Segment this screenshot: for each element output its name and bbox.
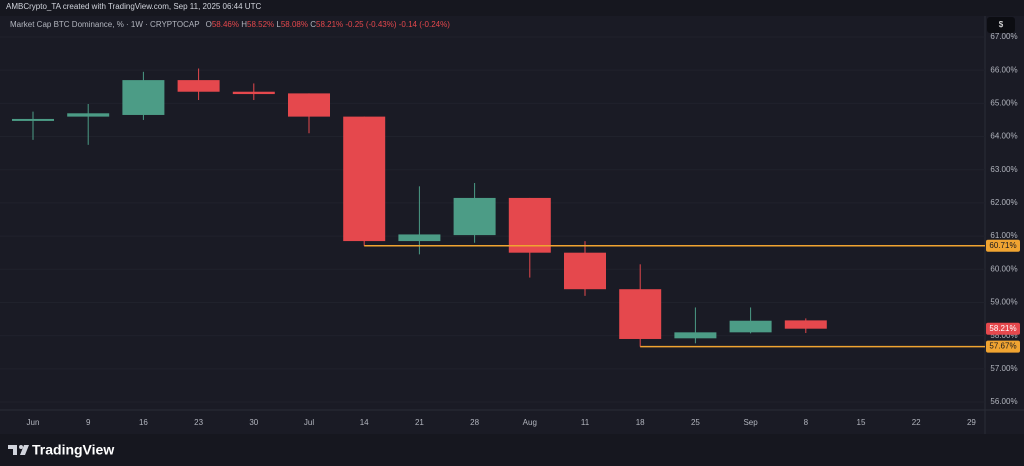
y-tick-label: 62.00%	[990, 198, 1017, 207]
candle-body	[12, 118, 54, 121]
candle-body	[177, 80, 220, 92]
legend-value: 58.08%	[281, 20, 308, 29]
x-tick-label: Jul	[304, 418, 314, 427]
x-tick-label: 21	[415, 418, 424, 427]
candle-body	[619, 289, 662, 339]
legend-label: O	[206, 20, 212, 29]
candle-body	[67, 113, 110, 117]
legend-label: H	[241, 20, 247, 29]
y-tick-label: 61.00%	[990, 231, 1017, 240]
candle-body	[508, 197, 551, 253]
price-badge	[986, 322, 1020, 335]
legend-value: 58.46%	[212, 20, 239, 29]
x-tick-label: 14	[360, 418, 369, 427]
brand-logo	[8, 445, 29, 455]
x-tick-label: 30	[249, 418, 258, 427]
candle-body	[564, 252, 606, 290]
x-tick-label: Sep	[743, 418, 758, 427]
legend-label: L	[276, 20, 281, 29]
price-badge-label: 60.71%	[989, 241, 1016, 250]
x-tick-label: 9	[86, 418, 91, 427]
y-tick-label: 60.00%	[990, 264, 1017, 273]
candle-body	[674, 332, 717, 339]
candle-body	[122, 80, 165, 115]
x-tick-label: 16	[139, 418, 148, 427]
change: -0.25 (-0.43%)	[345, 20, 396, 29]
price-badge	[986, 340, 1020, 353]
x-tick-label: Jun	[27, 418, 40, 427]
x-tick-label: 23	[194, 418, 203, 427]
x-tick-label: 18	[636, 418, 645, 427]
y-tick-label: 65.00%	[990, 98, 1017, 107]
y-tick-label: 63.00%	[990, 165, 1017, 174]
x-tick-label: 11	[581, 418, 590, 427]
y-tick-label: 57.00%	[990, 364, 1017, 373]
price-badge-label: 58.21%	[989, 324, 1016, 333]
price-badge	[986, 239, 1020, 252]
x-tick-label: 15	[857, 418, 866, 427]
candle-body	[232, 91, 275, 95]
y-tick-label: 59.00%	[990, 298, 1017, 307]
x-tick-label: 29	[967, 418, 976, 427]
price-badge-label: 57.67%	[989, 342, 1016, 351]
legend: Market Cap BTC Dominance, % · 1W · CRYPT…	[10, 20, 450, 29]
symbol: Market Cap BTC Dominance, % · 1W · CRYPT…	[10, 20, 199, 29]
x-tick-label: 25	[691, 418, 700, 427]
legend-value: 58.52%	[247, 20, 274, 29]
y-tick-label: 64.00%	[990, 132, 1017, 141]
candle-body	[784, 320, 827, 329]
x-tick-label: 28	[470, 418, 479, 427]
x-tick-label: 8	[804, 418, 809, 427]
currency-button[interactable]	[987, 17, 1015, 33]
x-tick-label: Aug	[523, 418, 537, 427]
change: -0.14 (-0.24%)	[399, 20, 450, 29]
candle-body	[729, 320, 772, 333]
credit: AMBCrypto_TA created with TradingView.co…	[6, 2, 261, 11]
legend-label: C	[310, 20, 316, 29]
brand: TradingView	[32, 442, 114, 458]
y-tick-label: 67.00%	[990, 32, 1017, 41]
x-tick-label: 22	[912, 418, 921, 427]
candle-body	[288, 93, 330, 117]
y-tick-label: 56.00%	[990, 397, 1017, 406]
candle-body	[398, 234, 441, 242]
y-tick-label: 66.00%	[990, 65, 1017, 74]
y-tick-label: 58.00%	[990, 331, 1017, 340]
candle-body	[343, 116, 386, 242]
candle-body	[453, 197, 496, 236]
currency[interactable]: $	[999, 20, 1004, 29]
legend-value: 58.21%	[316, 20, 343, 29]
